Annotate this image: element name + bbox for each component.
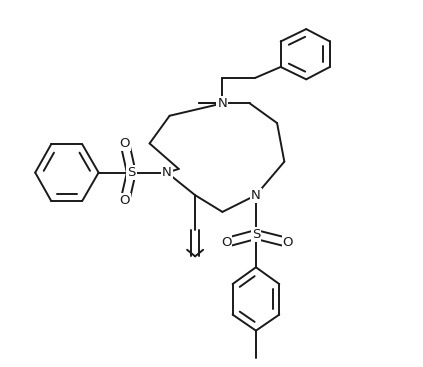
Text: O: O <box>221 236 231 249</box>
Text: O: O <box>120 195 130 207</box>
Text: O: O <box>120 137 130 150</box>
Text: S: S <box>252 228 260 241</box>
Text: O: O <box>283 236 293 249</box>
Text: N: N <box>162 166 172 179</box>
Text: S: S <box>127 166 135 179</box>
Text: N: N <box>217 97 227 110</box>
Text: N: N <box>251 189 261 201</box>
